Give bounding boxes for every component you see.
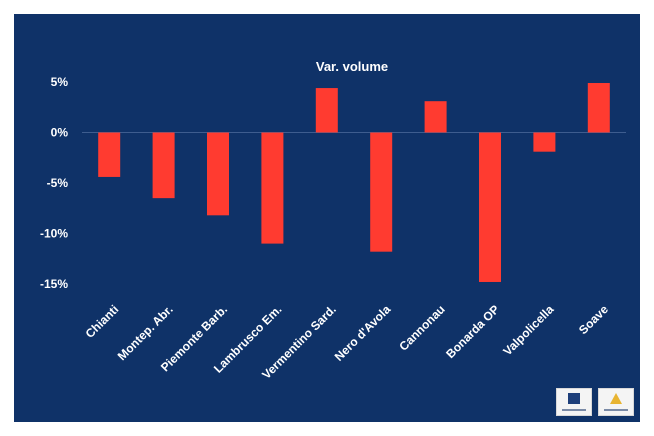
x-tick-label: Soave [576,302,611,337]
partner-logo [598,388,634,416]
y-tick-label: -5% [47,176,69,190]
chart-title: Var. volume [316,59,388,74]
bar-0 [98,132,121,177]
x-tick-label: Cannonau [396,302,447,353]
bars-group [98,83,610,282]
bar-9 [587,83,610,133]
x-tick-label: Valpolicella [500,302,556,358]
bar-5 [370,132,393,252]
bar-4 [315,88,338,133]
y-tick-label: -10% [40,227,68,241]
y-tick-label: 5% [51,75,69,89]
x-tick-label: Nero d'Avola [332,302,394,364]
bar-3 [261,132,284,244]
bar-2 [207,132,229,216]
bar-6 [424,101,447,133]
chart-slide: 5% 0% -5% -10% -15% Chianti Montep. Abr. Piemo… [14,14,640,422]
bar-7 [479,132,501,282]
bar-8 [533,132,556,152]
y-tick-label: -15% [40,277,68,291]
x-tick-label: Bonarda OP [443,302,502,361]
y-tick-labels: 5% 0% -5% -10% -15% [40,75,68,291]
sponsor-logo [556,388,592,416]
y-tick-label: 0% [51,126,69,140]
x-tick-label: Montep. Abr. [115,302,176,363]
bar-1 [152,132,175,199]
x-tick-label: Chianti [83,302,122,341]
